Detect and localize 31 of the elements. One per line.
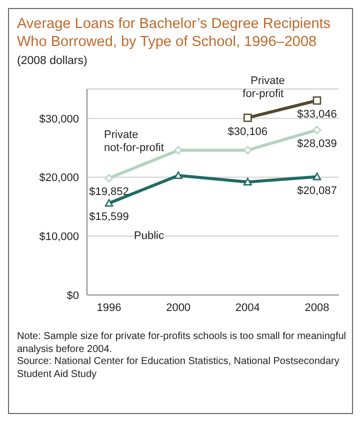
point xyxy=(312,96,322,105)
point xyxy=(104,199,114,207)
data-label: $33,046 xyxy=(297,108,337,120)
point xyxy=(244,178,252,186)
x-tick-label: 1996 xyxy=(96,302,122,314)
point xyxy=(244,114,252,122)
series-label: Private for-profit xyxy=(242,74,285,100)
point xyxy=(104,174,114,182)
y-tick-label: $10,000 xyxy=(39,231,79,244)
data-label: $20,087 xyxy=(297,184,337,197)
series-label: Private not-for-profit xyxy=(104,129,164,154)
source-note: Source: National Center for Education Statistics, National Postsecondary Student Aid Study xyxy=(17,356,340,381)
data-label: $15,599 xyxy=(89,211,129,224)
chart-title: Average Loans for Bachelor’s Degree Recipients Who Borrowed, by Type of School, 1996–2008 xyxy=(17,15,332,51)
text: Note: Sample size for private for-profits schools is too small for meaningful analysis before 2004. xyxy=(17,331,347,356)
x-tick-label: 2008 xyxy=(304,302,330,314)
y-tick-label: $30,000 xyxy=(39,113,79,126)
data-label: $28,039 xyxy=(297,138,337,150)
point xyxy=(312,172,322,180)
y-tick-label: $20,000 xyxy=(39,172,79,184)
text: Public xyxy=(134,230,164,242)
data-label: $19,852 xyxy=(89,186,129,198)
point xyxy=(174,146,182,154)
point xyxy=(174,171,182,179)
data-label: $30,106 xyxy=(228,126,268,138)
x-tick-label: 2000 xyxy=(166,302,191,314)
point xyxy=(312,126,322,134)
point xyxy=(244,146,252,154)
x-tick-label: 2004 xyxy=(235,302,260,314)
y-tick-label: $0 xyxy=(66,290,79,302)
chart-subtitle: (2008 dollars) xyxy=(17,55,88,67)
